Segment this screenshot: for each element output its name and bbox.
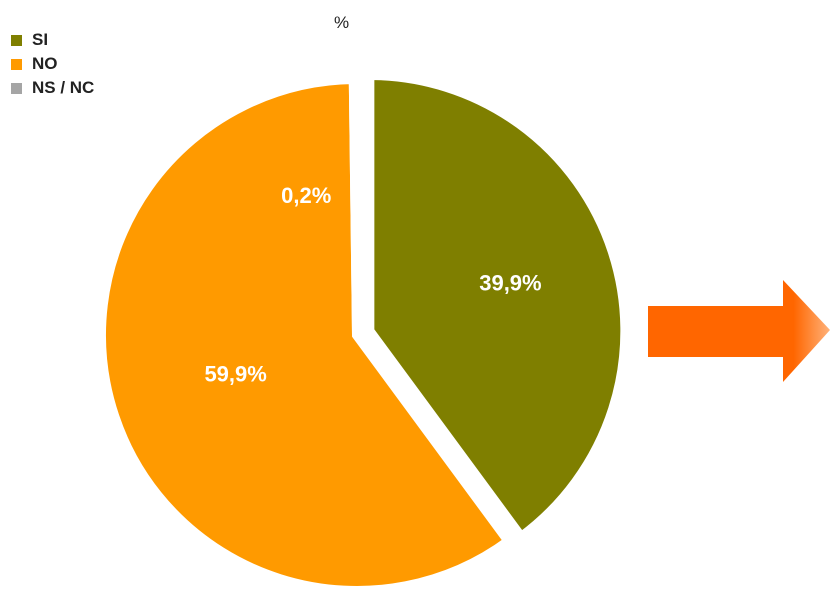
legend-label-ns-nc: NS / NC bbox=[32, 78, 95, 97]
legend-swatch-ns-nc bbox=[11, 82, 22, 94]
right-arrow-shape bbox=[648, 280, 830, 382]
legend: SI NO NS / NC bbox=[11, 28, 94, 100]
legend-item-ns-nc: NS / NC bbox=[11, 76, 94, 100]
legend-label-si: SI bbox=[32, 30, 49, 49]
data-label-no: 59,9% bbox=[204, 362, 266, 387]
data-label-ns-nc: 0,2% bbox=[281, 183, 331, 208]
pie-slice-si bbox=[364, 69, 631, 545]
pie-slices bbox=[96, 69, 631, 594]
pie-data-labels: 39,9% 59,9% 0,2% bbox=[204, 183, 541, 387]
legend-label-no: NO bbox=[32, 54, 58, 73]
legend-swatch-si bbox=[11, 34, 22, 46]
pie-slice-ns-nc bbox=[348, 73, 362, 336]
right-arrow-icon bbox=[648, 280, 830, 382]
pie-slice-no bbox=[96, 73, 516, 594]
data-label-si: 39,9% bbox=[479, 270, 541, 295]
chart-title: % bbox=[334, 13, 350, 32]
legend-item-no: NO bbox=[11, 52, 94, 76]
legend-swatch-no bbox=[11, 58, 22, 70]
legend-item-si: SI bbox=[11, 28, 94, 52]
